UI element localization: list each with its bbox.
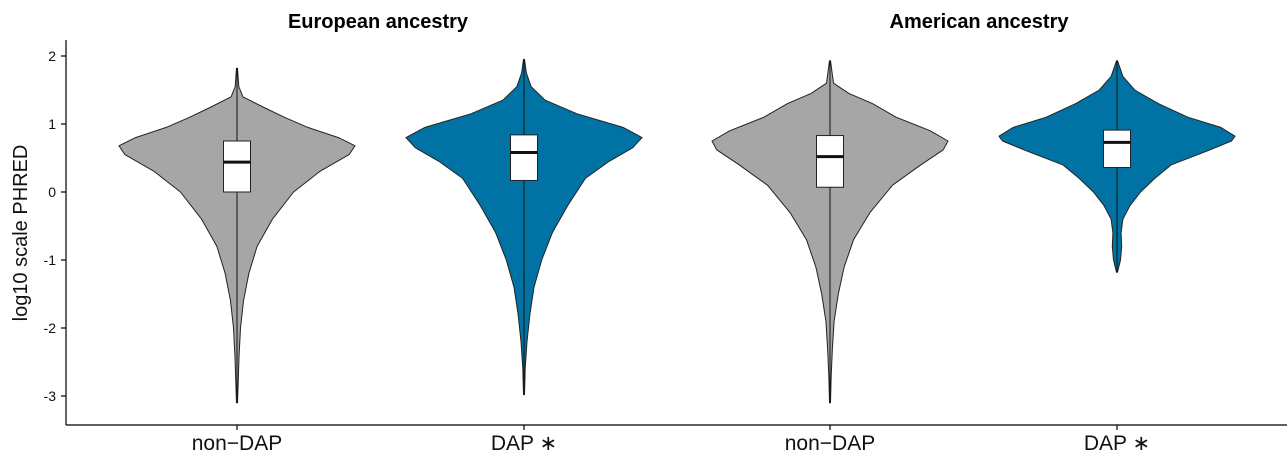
- x-tick-label: DAP ∗: [1084, 432, 1150, 455]
- y-tick-label: 2: [48, 48, 56, 64]
- box-iqr: [510, 134, 538, 181]
- panel-title: European ancestry: [288, 11, 469, 33]
- y-tick-label: 1: [48, 116, 56, 132]
- box-iqr: [1103, 129, 1131, 169]
- box-iqr: [816, 135, 844, 188]
- panel-title: American ancestry: [890, 11, 1070, 33]
- y-tick-label: 0: [48, 184, 56, 200]
- y-tick-label: -2: [44, 320, 57, 336]
- x-tick-label: DAP ∗: [491, 432, 557, 455]
- y-tick-label: -3: [44, 388, 57, 404]
- y-tick-label: -1: [44, 252, 57, 268]
- y-axis-title: log10 scale PHRED: [10, 145, 32, 322]
- box-iqr: [223, 140, 251, 193]
- axes: 2 1 0 -1 -2 -3 non−DAP DAP ∗ non−DAP DAP ∗: [44, 40, 1287, 455]
- x-tick-label: non−DAP: [785, 432, 875, 455]
- plot-area: European ancestry American ancestry: [118, 11, 1236, 404]
- x-tick-label: non−DAP: [192, 432, 282, 455]
